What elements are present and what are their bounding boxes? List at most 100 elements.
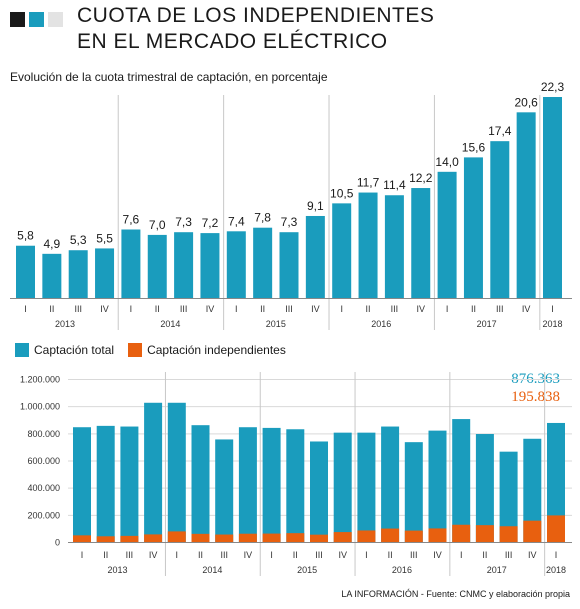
y-tick-label: 600.000 xyxy=(27,456,60,466)
bar-independientes xyxy=(167,531,186,542)
year-label: 2013 xyxy=(108,565,128,575)
x-tick-label: III xyxy=(410,550,418,560)
x-tick-label: IV xyxy=(522,304,531,314)
share-bar-chart: 5,8I4,9II5,3III5,5IV7,6I7,0II7,3III7,2IV… xyxy=(10,80,572,330)
data-label: 15,6 xyxy=(462,140,486,154)
x-tick-label: IV xyxy=(433,550,442,560)
bar xyxy=(147,234,167,298)
bar-independientes xyxy=(120,535,139,542)
bar-independientes xyxy=(191,533,210,542)
y-tick-label: 400.000 xyxy=(27,483,60,493)
bar xyxy=(279,232,299,298)
bar xyxy=(490,141,510,298)
bar-total xyxy=(499,451,518,542)
bar xyxy=(95,248,115,298)
bar-independientes xyxy=(381,528,400,542)
legend-label-total: Captación total xyxy=(34,343,115,357)
data-label: 4,9 xyxy=(44,237,61,251)
bar xyxy=(200,233,220,298)
x-tick-label: I xyxy=(270,550,273,560)
bar-independientes xyxy=(215,534,234,542)
bar xyxy=(68,250,88,298)
bar-independientes xyxy=(286,533,305,542)
x-tick-label: III xyxy=(285,304,293,314)
bar-total xyxy=(238,427,257,542)
bar-total xyxy=(475,434,494,542)
bar-total xyxy=(333,432,352,542)
bar-total xyxy=(120,426,139,542)
data-label: 5,5 xyxy=(96,231,113,245)
bar xyxy=(174,232,194,298)
x-tick-label: IV xyxy=(206,304,215,314)
x-tick-label: IV xyxy=(149,550,158,560)
data-label: 7,0 xyxy=(149,218,166,232)
data-label: 7,8 xyxy=(254,211,271,225)
latest-independientes-value: 195.838 xyxy=(511,389,560,405)
year-label: 2017 xyxy=(477,319,497,329)
bar-independientes xyxy=(357,530,376,542)
x-tick-label: III xyxy=(496,304,504,314)
x-tick-label: III xyxy=(74,304,82,314)
x-tick-label: I xyxy=(24,304,27,314)
legend-swatch-total xyxy=(15,343,29,357)
year-label: 2015 xyxy=(297,565,317,575)
chart-title-line-2: EN EL MERCADO ELÉCTRICO xyxy=(77,30,388,53)
bar xyxy=(437,171,457,298)
bar-independientes xyxy=(547,515,565,542)
chart-title-line-1: CUOTA DE LOS INDEPENDIENTES xyxy=(77,4,435,27)
data-label: 7,6 xyxy=(123,212,140,226)
data-label: 5,8 xyxy=(17,229,34,243)
data-label: 20,6 xyxy=(514,95,538,109)
data-label: 7,3 xyxy=(281,215,298,229)
data-label: 10,5 xyxy=(330,186,354,200)
bar xyxy=(411,188,431,298)
x-tick-label: I xyxy=(365,550,368,560)
x-tick-label: III xyxy=(126,550,134,560)
x-tick-label: IV xyxy=(338,550,347,560)
data-label: 9,1 xyxy=(307,199,324,213)
x-tick-label: I xyxy=(555,550,558,560)
bar-total xyxy=(96,425,115,542)
title-squares xyxy=(10,12,63,27)
bar xyxy=(463,157,483,298)
source-note: LA INFORMACIÓN - Fuente: CNMC y elaborac… xyxy=(341,589,570,599)
bar-total xyxy=(547,422,565,542)
legend: Captación total Captación independientes xyxy=(15,343,286,357)
data-label: 5,3 xyxy=(70,233,87,247)
x-tick-label: III xyxy=(180,304,188,314)
bar-independientes xyxy=(452,524,471,542)
x-tick-label: I xyxy=(460,550,463,560)
x-tick-label: II xyxy=(103,550,108,560)
bar-total xyxy=(144,402,163,542)
y-tick-label: 200.000 xyxy=(27,510,60,520)
y-tick-label: 800.000 xyxy=(27,429,60,439)
bar-total xyxy=(73,427,91,542)
bar-independientes xyxy=(404,530,423,542)
x-tick-label: II xyxy=(155,304,160,314)
data-label: 11,7 xyxy=(357,176,380,190)
bar-total xyxy=(428,430,447,542)
data-label: 7,2 xyxy=(202,216,219,230)
bar-total xyxy=(523,438,542,542)
bar xyxy=(358,192,378,298)
x-tick-label: I xyxy=(81,550,84,560)
x-tick-label: I xyxy=(446,304,449,314)
year-label: 2016 xyxy=(392,565,412,575)
data-label: 7,3 xyxy=(175,215,192,229)
bar-total xyxy=(262,427,281,542)
year-label: 2018 xyxy=(542,319,562,329)
bar xyxy=(516,112,536,298)
year-label: 2016 xyxy=(371,319,391,329)
bar xyxy=(42,253,62,298)
bar xyxy=(226,231,246,298)
bar xyxy=(305,215,325,298)
year-label: 2015 xyxy=(266,319,286,329)
latest-total-value: 876.363 xyxy=(511,371,560,387)
bar-total xyxy=(191,425,210,542)
x-tick-label: IV xyxy=(100,304,109,314)
bar-total xyxy=(404,442,423,542)
x-tick-label: III xyxy=(505,550,513,560)
x-tick-label: II xyxy=(198,550,203,560)
bar-total xyxy=(310,441,328,542)
y-tick-label: 1.200.000 xyxy=(20,375,60,385)
